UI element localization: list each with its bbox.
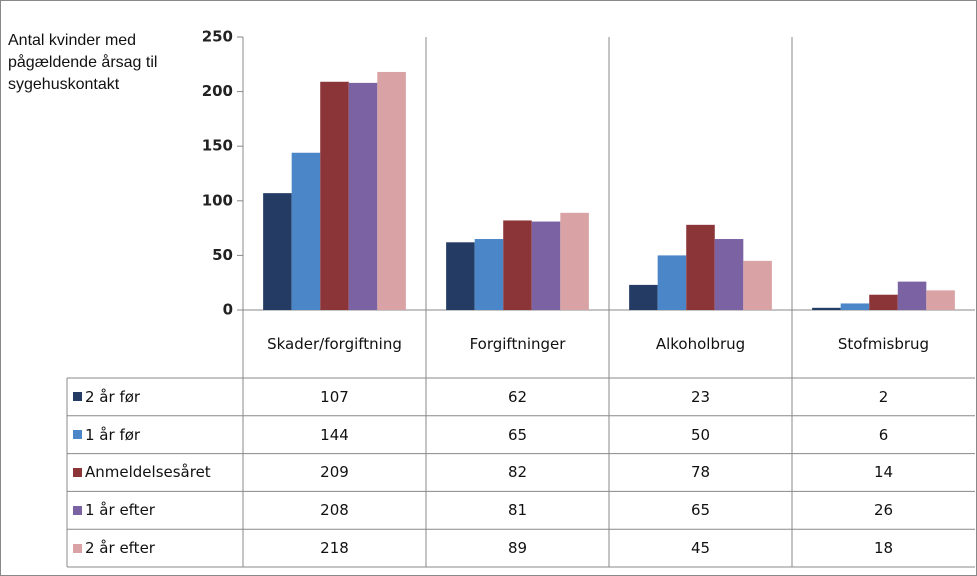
legend-entry: 2 år efter	[67, 529, 243, 567]
table-value: 6	[878, 425, 889, 444]
bar	[503, 220, 532, 310]
legend-label: Anmeldelsesåret	[85, 463, 211, 482]
bar	[686, 224, 715, 310]
y-tick-label: 200	[202, 82, 233, 100]
table-value: 208	[320, 501, 349, 520]
y-tick-label: 150	[202, 137, 233, 155]
table-value: 209	[320, 463, 349, 482]
legend-label: 2 år før	[85, 387, 141, 406]
bar	[474, 239, 504, 310]
table-value: 78	[690, 463, 711, 482]
table-value: 65	[507, 425, 528, 444]
bar	[926, 290, 955, 310]
bar	[291, 152, 321, 310]
y-tick-label: 100	[202, 191, 233, 209]
table-value: 218	[320, 539, 349, 558]
bar	[840, 303, 870, 310]
y-tick-label: 250	[202, 28, 233, 46]
table-value: 89	[507, 539, 528, 558]
legend-label: 2 år efter	[85, 539, 155, 558]
x-tick-label: Skader/forgiftning	[267, 335, 402, 353]
legend-key	[73, 392, 82, 402]
y-tick-label: 0	[223, 301, 233, 319]
bar	[320, 81, 349, 310]
table-value: 82	[507, 463, 528, 482]
legend-entry: 1 år efter	[67, 491, 243, 529]
table-value: 18	[873, 539, 894, 558]
legend-key	[73, 467, 82, 477]
bar	[812, 307, 841, 310]
table-value: 81	[507, 501, 528, 520]
bar	[743, 260, 772, 310]
table-value: 65	[690, 501, 711, 520]
table-value: 26	[873, 501, 894, 520]
bar	[714, 239, 744, 310]
bar	[263, 193, 292, 310]
y-tick-label: 50	[212, 246, 233, 264]
legend-label: 1 år før	[85, 425, 141, 444]
x-tick-label: Alkoholbrug	[655, 335, 746, 353]
table-value: 14	[873, 463, 894, 482]
bar	[348, 82, 378, 310]
bar	[657, 255, 687, 310]
table-value: 50	[690, 425, 711, 444]
bar	[531, 221, 561, 310]
y-axis-label: Antal kvinder med pågældende årsag til s…	[8, 32, 158, 93]
bar	[446, 242, 475, 310]
bar	[377, 71, 406, 310]
legend-entry: 1 år før	[67, 416, 243, 454]
table-value: 45	[690, 539, 711, 558]
bar	[629, 284, 658, 310]
table-value: 62	[507, 387, 528, 406]
legend-key	[73, 505, 82, 515]
bar	[869, 294, 898, 310]
table-value: 2	[878, 387, 889, 406]
legend-key	[73, 430, 82, 440]
bar	[560, 212, 589, 310]
bar	[897, 281, 927, 310]
table-value: 107	[320, 387, 349, 406]
legend-key	[73, 543, 82, 553]
legend-entry: 2 år før	[67, 378, 243, 416]
table-value: 23	[690, 387, 711, 406]
table-value: 144	[320, 425, 349, 444]
x-tick-label: Stofmisbrug	[837, 335, 930, 353]
legend-label: 1 år efter	[85, 501, 155, 520]
x-tick-label: Forgiftninger	[469, 335, 566, 353]
legend-entry: Anmeldelsesåret	[67, 454, 243, 492]
